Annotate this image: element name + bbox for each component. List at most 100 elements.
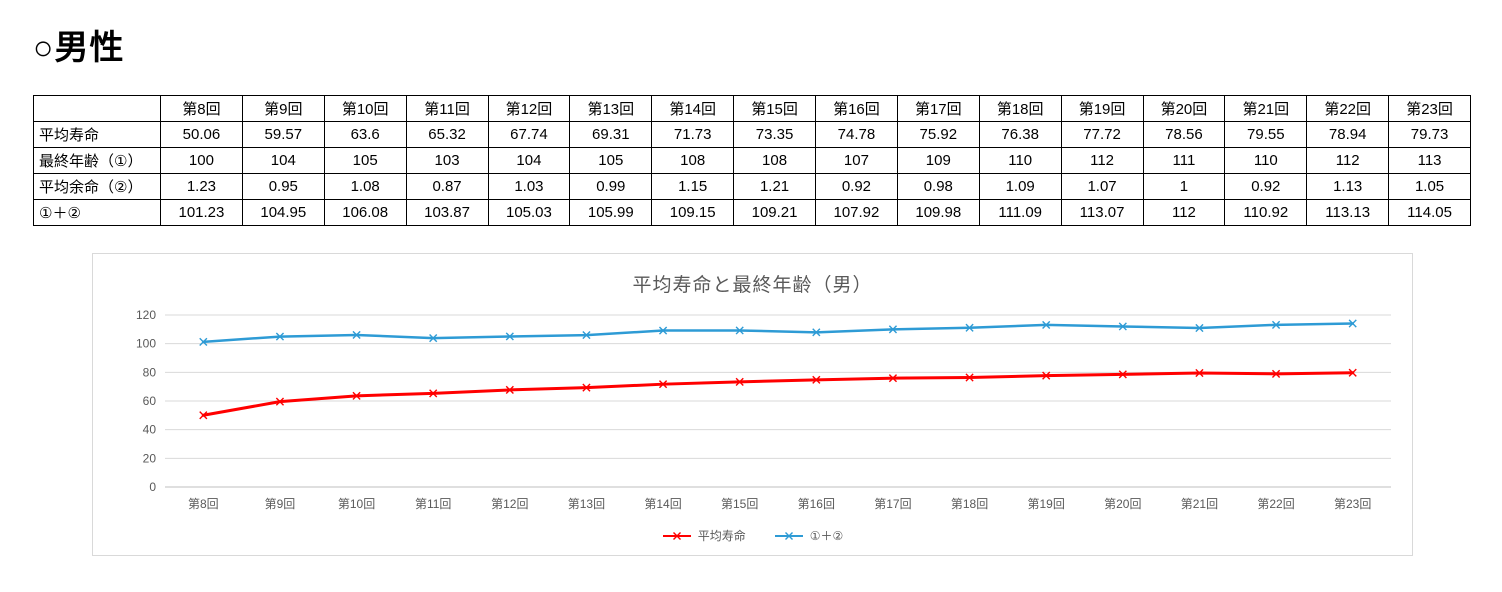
- y-axis-tick-label: 60: [142, 394, 156, 408]
- series-line: [201, 371, 1354, 417]
- data-point-marker: [964, 373, 974, 382]
- table-cell: 112: [1306, 147, 1390, 174]
- data-point-marker: [351, 391, 361, 400]
- table-cell: 73.35: [733, 121, 816, 148]
- table-cell: 1.08: [323, 173, 407, 200]
- data-point-marker: [735, 326, 744, 335]
- table-cell: 69.31: [569, 121, 653, 148]
- table-cell: 77.72: [1060, 121, 1144, 148]
- table-cell: 63.6: [323, 121, 407, 148]
- data-point-marker: [964, 323, 974, 332]
- table-cell: 108: [651, 147, 735, 174]
- x-axis-label: 第23回: [1334, 497, 1371, 511]
- data-point-marker: [428, 334, 437, 343]
- data-point-marker: [1118, 322, 1127, 331]
- table-cell: 1.23: [160, 173, 243, 200]
- x-axis-label: 第15回: [721, 497, 758, 511]
- x-axis-label: 第17回: [874, 497, 911, 511]
- table-cell: 113: [1388, 147, 1471, 174]
- table-cell: 104.95: [241, 199, 325, 226]
- table-row-label: 平均寿命: [33, 121, 161, 148]
- y-axis-tick-label: 80: [142, 365, 156, 379]
- y-axis-tick-label: 100: [135, 337, 155, 351]
- table-cell: 1.09: [978, 173, 1062, 200]
- data-point-marker: [658, 326, 667, 335]
- table-cell: 1: [1142, 173, 1226, 200]
- table-cell: 110: [1224, 147, 1308, 174]
- table-column-header: 第14回: [651, 95, 735, 122]
- data-point-marker: [888, 374, 897, 383]
- table-cell: 1.15: [651, 173, 735, 200]
- page-title: ○男性: [33, 29, 125, 67]
- data-point-marker: [275, 332, 284, 341]
- y-axis-tick-label: 20: [142, 451, 156, 465]
- data-point-marker: [198, 411, 207, 420]
- table-cell: 112: [1060, 147, 1144, 174]
- table-cell: 110.92: [1224, 199, 1308, 226]
- data-point-marker: [811, 328, 820, 337]
- table-cell: 67.74: [487, 121, 571, 148]
- data-point-marker: [658, 380, 667, 389]
- x-axis-label: 第11回: [414, 497, 450, 511]
- x-axis-label: 第9回: [264, 497, 295, 511]
- table-cell: 59.57: [241, 121, 325, 148]
- chart-title: 平均寿命と最終年齢（男）: [632, 275, 873, 296]
- data-point-marker: [1118, 370, 1127, 379]
- data-point-marker: [1041, 320, 1050, 330]
- table-cell: 103.87: [405, 199, 489, 226]
- data-point-marker: [1041, 371, 1050, 380]
- table-cell: 109.15: [651, 199, 735, 226]
- table-column-header: 第17回: [896, 95, 980, 122]
- legend-label: 平均寿命: [697, 529, 746, 543]
- table-row: 最終年齢（①） 100 104 105 103 104 105 108 108 107 109 110…: [33, 147, 1471, 174]
- legend-item: 平均寿命: [662, 527, 746, 544]
- legend-marker: [662, 531, 691, 540]
- table-corner-cell: [33, 95, 161, 122]
- x-axis-label: 第16回: [797, 497, 834, 511]
- table-cell: 0.99: [569, 173, 653, 200]
- table-cell: 75.92: [896, 121, 980, 148]
- table-cell: 105.99: [569, 199, 653, 226]
- table-cell: 101.23: [160, 199, 243, 226]
- x-axis-label: 第19回: [1027, 497, 1064, 511]
- data-point-marker: [505, 385, 514, 395]
- table-column-header: 第21回: [1224, 95, 1308, 122]
- x-axis-label: 第8回: [187, 497, 218, 511]
- table-cell: 71.73: [651, 121, 735, 148]
- legend-marker: [774, 531, 803, 540]
- data-point-marker: [811, 375, 820, 384]
- table-cell: 111: [1142, 147, 1226, 174]
- data-table: 第8回 第9回 第10回 第11回 第12回 第13回 第14回 第15回 第16回 第17回 第1…: [33, 95, 1471, 226]
- legend-item: ①＋②: [774, 527, 843, 544]
- table-cell: 74.78: [815, 121, 898, 148]
- table-cell: 1.03: [487, 173, 571, 200]
- table-cell: 107: [815, 147, 898, 174]
- table-cell: 105: [323, 147, 407, 174]
- table-cell: 104: [241, 147, 325, 174]
- table-header-row: 第8回 第9回 第10回 第11回 第12回 第13回 第14回 第15回 第16回 第17回 第1…: [33, 95, 1471, 122]
- x-axis-label: 第22回: [1257, 497, 1294, 511]
- x-axis-label: 第14回: [644, 497, 681, 511]
- line-chart[interactable]: 0 20 40 60 80 100 120 第8回 第9回 第10回 第11回 第12回 第13回 第14…: [103, 305, 1403, 527]
- table-cell: 65.32: [405, 121, 489, 148]
- table-row-label: 最終年齢（①）: [33, 147, 161, 174]
- table-cell: 111.09: [978, 199, 1062, 226]
- y-axis-tick-label: 40: [142, 423, 156, 437]
- table-column-header: 第20回: [1142, 95, 1226, 122]
- chart-container[interactable]: 平均寿命と最終年齢（男） 0 20 40 60 80 100 120 第8回 第9回 第10回 第1…: [92, 253, 1413, 556]
- data-point-marker: [198, 337, 207, 346]
- table-row-label: ①＋②: [33, 199, 161, 226]
- data-point-marker: [735, 377, 744, 386]
- table-column-header: 第12回: [487, 95, 571, 122]
- data-point-marker: [581, 330, 591, 340]
- table-column-header: 第15回: [733, 95, 816, 122]
- data-point-marker: [1271, 320, 1280, 329]
- table-cell: 109.98: [896, 199, 980, 226]
- x-axis-label: 第21回: [1180, 497, 1217, 511]
- data-point-marker: [1348, 368, 1357, 377]
- x-axis-label: 第20回: [1104, 497, 1141, 511]
- table-cell: 0.95: [241, 173, 325, 200]
- table-cell: 79.55: [1224, 121, 1308, 148]
- data-point-marker: [1348, 319, 1357, 328]
